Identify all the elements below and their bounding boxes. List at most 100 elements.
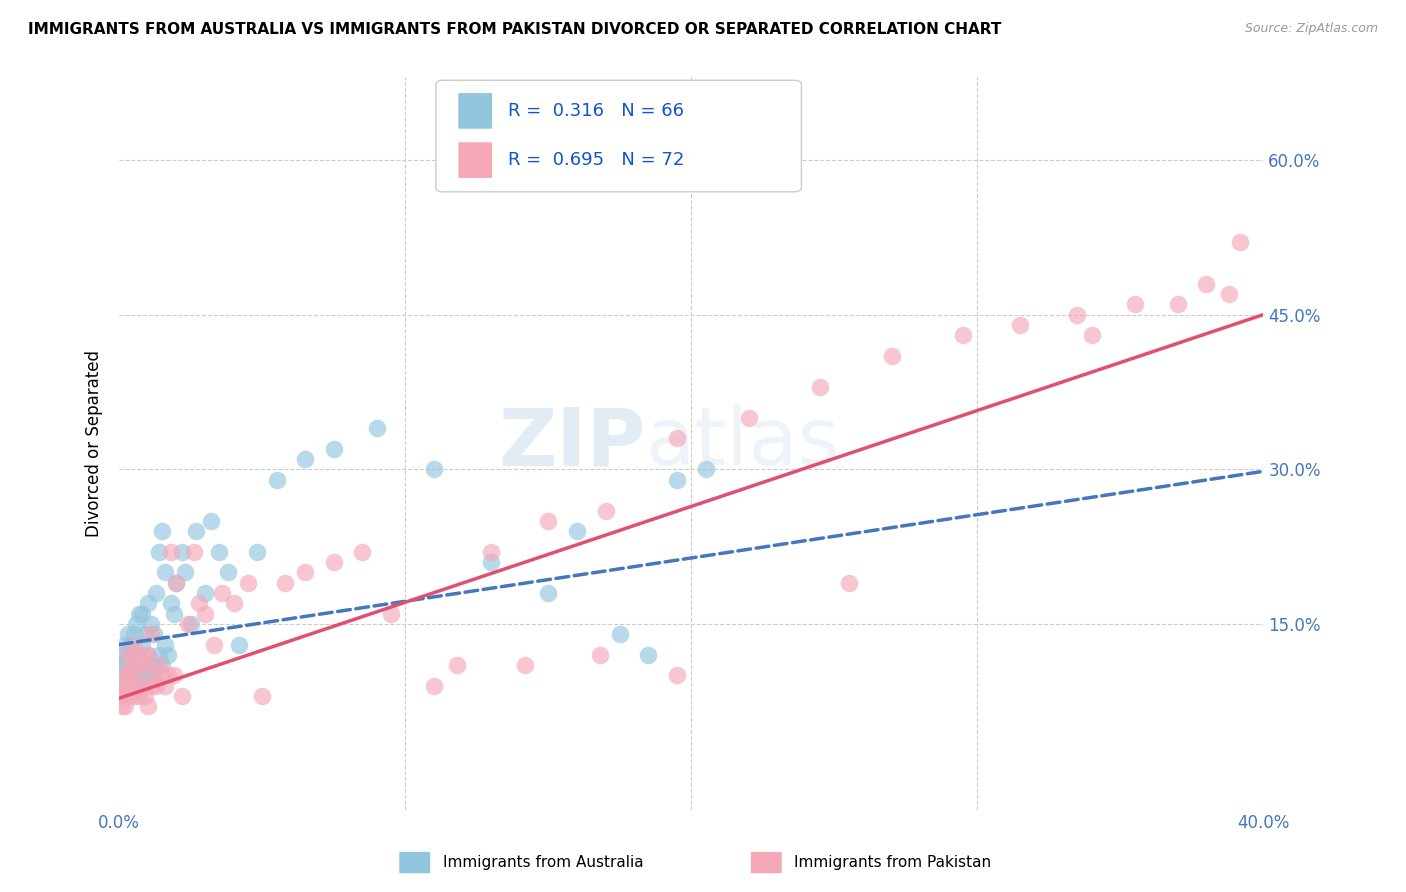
Point — [114, 679, 136, 693]
Point — [125, 648, 148, 662]
Point — [423, 679, 446, 693]
Point — [537, 586, 560, 600]
Point — [122, 638, 145, 652]
Point — [122, 668, 145, 682]
Point — [202, 638, 225, 652]
Point — [111, 648, 134, 662]
Point — [1080, 328, 1102, 343]
Point — [117, 648, 139, 662]
Point — [366, 421, 388, 435]
Point — [136, 596, 159, 610]
Point — [245, 545, 267, 559]
Point — [136, 648, 159, 662]
Point — [145, 658, 167, 673]
Point — [125, 616, 148, 631]
Point — [695, 462, 717, 476]
Point — [880, 349, 903, 363]
Point — [117, 668, 139, 682]
Point — [666, 668, 689, 682]
Point — [117, 648, 139, 662]
Point — [952, 328, 974, 343]
Point — [139, 616, 162, 631]
Point — [380, 607, 402, 621]
Point — [637, 648, 659, 662]
Point — [183, 545, 205, 559]
Point — [194, 607, 217, 621]
Point — [609, 627, 631, 641]
Point — [589, 648, 612, 662]
Point — [177, 616, 200, 631]
Point — [136, 668, 159, 682]
Point — [236, 575, 259, 590]
Point — [838, 575, 860, 590]
Point — [120, 668, 142, 682]
Point — [252, 689, 274, 703]
Point — [114, 658, 136, 673]
Point — [120, 679, 142, 693]
Point — [142, 668, 165, 682]
Point — [808, 380, 831, 394]
Point — [150, 668, 173, 682]
Point — [120, 658, 142, 673]
Point — [134, 658, 156, 673]
Text: R =  0.695   N = 72: R = 0.695 N = 72 — [508, 151, 683, 169]
Point — [446, 658, 468, 673]
Point — [111, 668, 134, 682]
Point — [153, 566, 176, 580]
Point — [174, 566, 197, 580]
Point — [1123, 297, 1146, 311]
Point — [111, 689, 134, 703]
Point — [222, 596, 245, 610]
Point — [1195, 277, 1218, 291]
Point — [148, 658, 170, 673]
Point — [1066, 308, 1088, 322]
Point — [156, 668, 179, 682]
Point — [114, 679, 136, 693]
Point — [139, 627, 162, 641]
Point — [266, 473, 288, 487]
Point — [128, 607, 150, 621]
Point — [122, 679, 145, 693]
Point — [228, 638, 250, 652]
Point — [565, 524, 588, 538]
Point — [122, 627, 145, 641]
Point — [131, 668, 153, 682]
Point — [166, 575, 188, 590]
Text: Immigrants from Australia: Immigrants from Australia — [443, 855, 644, 870]
Point — [134, 658, 156, 673]
Point — [142, 668, 165, 682]
Point — [111, 699, 134, 714]
Point — [186, 524, 208, 538]
Point — [322, 555, 344, 569]
Point — [128, 679, 150, 693]
Point — [180, 616, 202, 631]
Point — [125, 648, 148, 662]
Point — [479, 555, 502, 569]
Point — [111, 679, 134, 693]
Point — [150, 658, 173, 673]
Point — [172, 545, 194, 559]
Point — [217, 566, 239, 580]
Point — [162, 607, 184, 621]
Point — [125, 668, 148, 682]
Point — [122, 689, 145, 703]
Point — [294, 452, 316, 467]
Point — [537, 514, 560, 528]
Point — [274, 575, 297, 590]
Point — [479, 545, 502, 559]
Point — [117, 668, 139, 682]
Point — [666, 473, 689, 487]
Text: ZIP: ZIP — [498, 404, 645, 483]
Point — [515, 658, 537, 673]
Point — [117, 689, 139, 703]
Point — [156, 648, 179, 662]
Point — [117, 627, 139, 641]
Text: R =  0.316   N = 66: R = 0.316 N = 66 — [508, 102, 683, 120]
Point — [145, 586, 167, 600]
Point — [131, 679, 153, 693]
Point — [131, 648, 153, 662]
Point — [423, 462, 446, 476]
Point — [128, 658, 150, 673]
Point — [1010, 318, 1032, 332]
Text: atlas: atlas — [645, 404, 839, 483]
